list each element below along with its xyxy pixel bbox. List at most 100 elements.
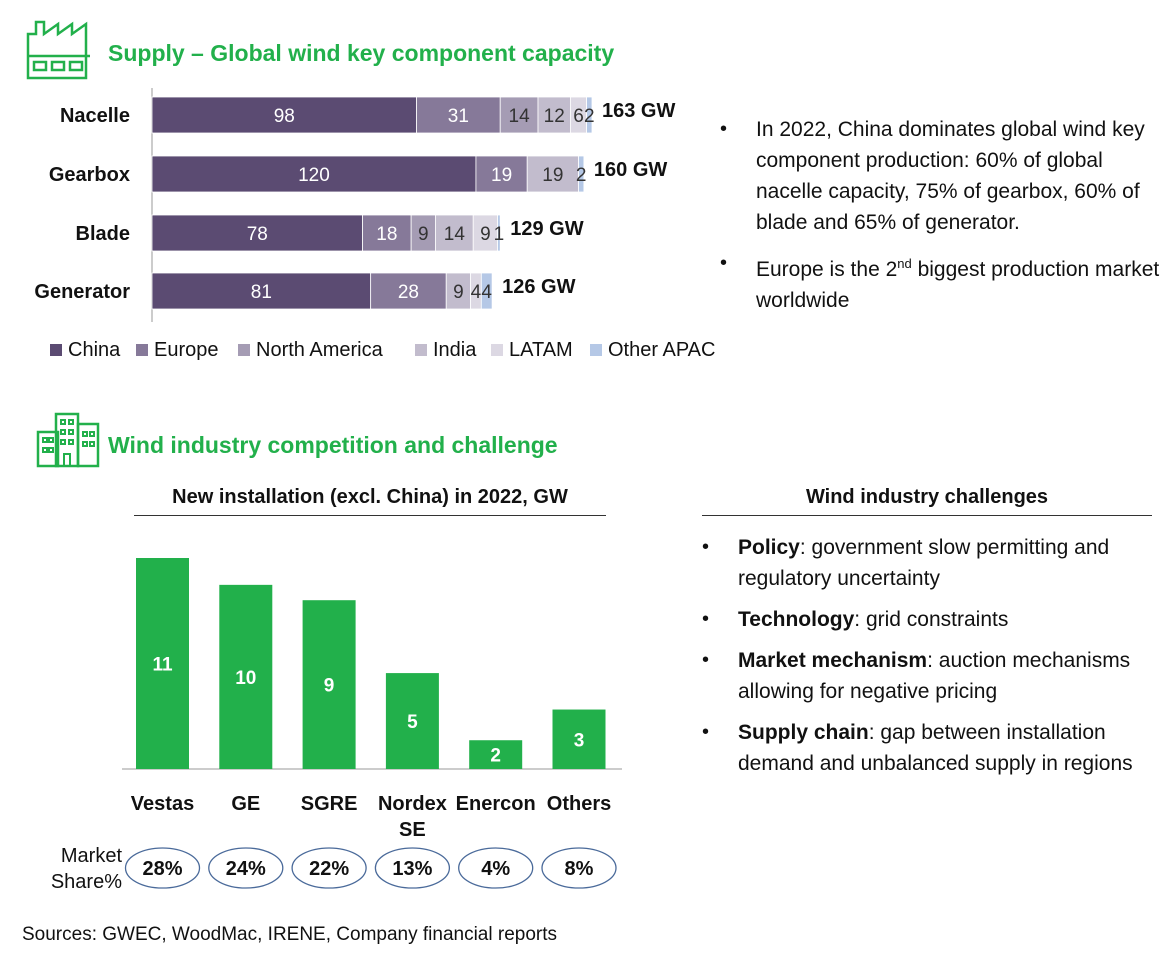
installation-chart: 11 Vestas 28% 10 GE 24% 9 SGRE 22% 5 Nordex SE 13% 2 E… <box>122 558 622 889</box>
category-label: Enercon <box>456 793 536 815</box>
section-title-competition: Wind industry competition and challenge <box>108 432 558 458</box>
bar <box>385 673 439 769</box>
market-share-value: 22% <box>309 858 349 880</box>
supply-bullet-1: In 2022, China dominates global wind key… <box>720 114 1165 238</box>
challenge-item: Technology: grid constraints <box>702 604 1152 635</box>
bar-segment <box>151 272 372 310</box>
legend-swatch <box>491 344 503 356</box>
legend-swatch <box>50 344 62 356</box>
bar-segment <box>586 96 593 134</box>
market-share-badge <box>124 847 201 889</box>
market-share-badge <box>291 847 367 889</box>
data-label: 10 <box>235 668 256 689</box>
data-label: 12 <box>544 106 565 127</box>
data-label: 1 <box>494 224 505 245</box>
market-share-badge <box>541 847 617 889</box>
total-label: 129 GW <box>510 218 583 240</box>
category-label: GE <box>231 793 260 815</box>
bar <box>302 600 356 769</box>
bar <box>469 740 523 769</box>
data-label: 3 <box>574 730 585 751</box>
bar-segment <box>151 96 417 134</box>
legend-swatch <box>238 344 250 356</box>
bar-segment <box>497 214 501 252</box>
bar <box>219 584 273 769</box>
data-label: 9 <box>453 282 464 303</box>
data-label: 81 <box>251 282 272 303</box>
data-label: 9 <box>324 676 335 697</box>
bar-segment <box>480 272 493 310</box>
bar-segment <box>151 214 363 252</box>
data-label: 5 <box>407 712 418 733</box>
legend-label: Other APAC <box>608 339 715 361</box>
data-label: 14 <box>509 106 531 127</box>
market-share-value: 13% <box>392 858 432 880</box>
bar <box>552 709 606 769</box>
data-label: 2 <box>584 106 595 127</box>
challenge-item: Market mechanism: auction mechanisms all… <box>702 645 1152 707</box>
bar <box>136 558 189 769</box>
bar-segment <box>475 155 528 193</box>
category-label: Vestas <box>131 793 194 815</box>
market-share-label: Market Share% <box>50 845 122 893</box>
data-label: 120 <box>298 165 330 186</box>
bar-segment <box>499 96 539 134</box>
bar-segment <box>537 96 571 134</box>
bar-segment <box>578 155 585 193</box>
data-label: 31 <box>448 106 469 127</box>
category-label: Gearbox <box>49 164 130 186</box>
total-label: 160 GW <box>594 159 667 181</box>
legend-swatch <box>590 344 602 356</box>
factory-icon <box>26 20 90 80</box>
data-label: 98 <box>274 106 295 127</box>
bar-segment <box>370 272 447 310</box>
legend-swatch <box>136 344 148 356</box>
market-share-value: 4% <box>481 858 510 880</box>
data-label: 11 <box>152 655 173 676</box>
supply-bullets: In 2022, China dominates global wind key… <box>720 114 1165 326</box>
total-label: 163 GW <box>602 100 675 122</box>
bar-segment <box>410 214 436 252</box>
supply-bullet-2: Europe is the 2nd biggest production mar… <box>720 248 1165 316</box>
bar-segment <box>362 214 412 252</box>
legend-label: LATAM <box>509 339 573 361</box>
section-title-supply: Supply – Global wind key component capac… <box>108 40 615 66</box>
category-label: Blade <box>76 223 130 245</box>
bar-segment <box>416 96 501 134</box>
data-label: 18 <box>376 224 397 245</box>
data-label: 4 <box>471 282 482 303</box>
challenge-item: Policy: government slow permitting and r… <box>702 532 1152 594</box>
data-label: 9 <box>418 224 429 245</box>
market-share-badge <box>458 847 534 889</box>
market-share-badge <box>208 847 284 889</box>
legend-swatch <box>415 344 427 356</box>
data-label: 14 <box>444 224 466 245</box>
market-share-value: 24% <box>226 858 266 880</box>
bar-segment <box>435 214 474 252</box>
category-label: Generator <box>34 281 130 303</box>
bar-segment <box>526 155 579 193</box>
legend-label: Europe <box>154 339 219 361</box>
data-label: 2 <box>490 746 501 767</box>
legend-label: China <box>68 339 121 361</box>
bar-segment <box>151 155 477 193</box>
data-label: 19 <box>542 165 563 186</box>
data-label: 28 <box>398 282 419 303</box>
challenges-title: Wind industry challenges <box>702 486 1152 516</box>
legend-label: North America <box>256 339 384 361</box>
data-label: 4 <box>481 282 492 303</box>
data-label: 2 <box>576 165 587 186</box>
market-share-badge <box>374 847 451 889</box>
category-label: Nordex SE <box>378 793 447 841</box>
market-share-value: 28% <box>142 858 182 880</box>
installation-chart-title: New installation (excl. China) in 2022, … <box>134 486 606 516</box>
source-note: Sources: GWEC, WoodMac, IRENE, Company f… <box>22 924 558 945</box>
bar-segment <box>445 272 471 310</box>
challenges-list: Policy: government slow permitting and r… <box>702 532 1152 789</box>
data-label: 19 <box>491 165 512 186</box>
market-share-value: 8% <box>565 858 594 880</box>
category-label: Nacelle <box>60 105 130 127</box>
category-label: Others <box>547 793 611 815</box>
category-label: SGRE <box>301 793 358 815</box>
